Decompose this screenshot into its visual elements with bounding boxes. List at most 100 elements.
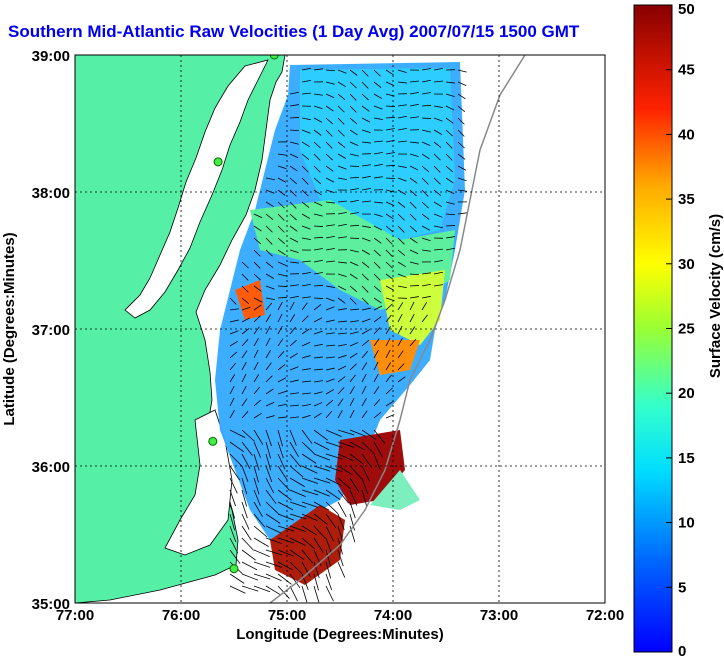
velocity-arrow <box>409 326 416 335</box>
velocity-arrow <box>409 225 418 233</box>
velocity-arrow <box>277 225 285 233</box>
velocity-arrow <box>253 561 271 568</box>
velocity-arrow <box>241 273 249 281</box>
velocity-arrow <box>265 350 271 359</box>
velocity-arrow <box>313 165 321 173</box>
velocity-arrow <box>373 305 383 311</box>
velocity-arrow <box>361 69 369 77</box>
velocity-arrow <box>409 165 419 171</box>
velocity-arrow <box>265 573 282 582</box>
velocity-arrow <box>373 297 382 304</box>
velocity-arrow <box>349 117 358 125</box>
velocity-arrow <box>361 318 371 323</box>
velocity-arrow <box>445 201 455 205</box>
velocity-arrow <box>253 261 261 269</box>
velocity-arrow <box>421 213 430 220</box>
velocity-arrow <box>241 373 247 383</box>
velocity-arrow <box>253 338 259 347</box>
velocity-arrow <box>313 537 324 553</box>
velocity-arrow <box>301 92 311 95</box>
velocity-arrow <box>457 153 466 160</box>
velocity-arrow <box>325 410 333 419</box>
velocity-arrow <box>313 189 322 196</box>
velocity-arrow <box>421 177 429 185</box>
velocity-arrow <box>373 349 379 359</box>
velocity-arrow <box>421 141 431 146</box>
velocity-arrow <box>421 129 431 133</box>
velocity-arrow <box>241 411 249 419</box>
velocity-arrow <box>313 573 319 591</box>
velocity-arrow <box>325 549 332 567</box>
velocity-arrow <box>289 573 301 589</box>
radar-station-marker <box>208 436 218 446</box>
velocity-arrow <box>265 225 273 233</box>
velocity-arrow <box>313 343 323 347</box>
velocity-arrow <box>397 285 407 289</box>
velocity-arrow <box>313 201 323 206</box>
velocity-arrow <box>349 153 359 157</box>
velocity-arrow <box>301 392 311 395</box>
velocity-arrow <box>289 261 299 264</box>
velocity-arrow <box>241 361 247 371</box>
colorbar-tick-label: 50 <box>678 1 695 18</box>
velocity-arrow <box>361 117 371 123</box>
velocity-arrow <box>421 104 432 107</box>
velocity-arrow <box>421 92 431 95</box>
velocity-arrow <box>241 537 254 551</box>
velocity-arrow <box>277 301 283 311</box>
velocity-arrow <box>325 441 343 448</box>
velocity-arrow <box>289 189 297 197</box>
velocity-arrow <box>373 327 381 335</box>
velocity-arrow <box>397 140 407 143</box>
velocity-arrow <box>421 249 431 252</box>
velocity-arrow <box>337 129 345 137</box>
velocity-arrow <box>241 489 247 507</box>
velocity-arrow <box>397 337 403 347</box>
velocity-arrow <box>361 81 369 89</box>
velocity-arrow <box>373 373 379 383</box>
velocity-arrow <box>265 401 275 407</box>
velocity-arrow <box>349 501 356 519</box>
velocity-arrow <box>253 297 263 303</box>
velocity-arrow <box>361 477 369 495</box>
grid-lines <box>75 55 605 603</box>
velocity-arrow <box>313 117 323 123</box>
velocity-arrow <box>457 189 467 192</box>
velocity-arrow <box>277 537 295 544</box>
velocity-arrow <box>253 225 262 232</box>
velocity-arrow <box>313 236 324 239</box>
velocity-arrow <box>289 249 299 254</box>
velocity-arrow <box>325 465 343 473</box>
velocity-arrow <box>337 153 346 159</box>
velocity-arrow <box>313 429 328 441</box>
velocity-arrow <box>421 272 431 275</box>
velocity-arrow <box>265 489 277 504</box>
velocity-arrow <box>385 326 391 335</box>
velocity-arrow <box>349 352 358 359</box>
velocity-arrow <box>349 129 358 136</box>
velocity-arrow <box>361 164 371 167</box>
velocity-arrow <box>373 386 380 395</box>
velocity-arrow <box>277 249 286 256</box>
velocity-arrow <box>361 350 369 359</box>
velocity-arrow <box>325 389 334 395</box>
velocity-arrow <box>361 362 368 371</box>
velocity-arrow <box>253 374 260 383</box>
velocity-arrow <box>277 273 287 277</box>
velocity-arrow <box>361 410 368 419</box>
velocity-arrow <box>229 513 236 531</box>
velocity-arrow <box>241 573 259 581</box>
velocity-arrow <box>325 285 335 288</box>
velocity-arrow <box>349 465 362 479</box>
velocity-arrow <box>337 429 355 436</box>
velocity-arrow <box>313 297 324 299</box>
velocity-arrow <box>325 117 334 125</box>
velocity-arrow <box>229 525 237 543</box>
velocity-arrow <box>289 117 300 119</box>
velocity-arrow <box>229 501 236 519</box>
map-area <box>75 55 605 603</box>
velocity-arrow <box>325 260 335 263</box>
velocity-arrow <box>337 387 345 395</box>
velocity-arrow <box>337 561 346 578</box>
velocity-arrow <box>289 225 298 232</box>
